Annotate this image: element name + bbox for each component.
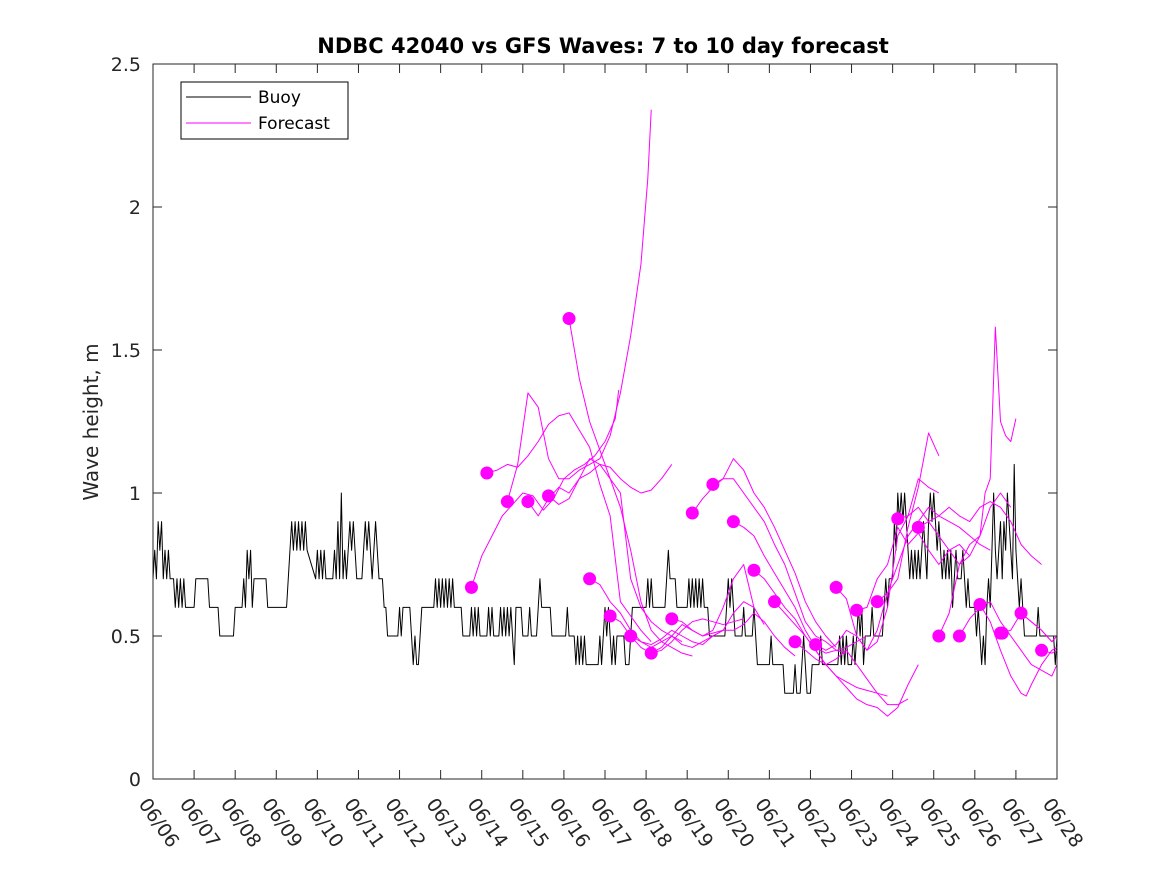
forecast-start-marker-8	[603, 609, 617, 623]
forecast-line-7	[589, 578, 724, 648]
x-tick-label: 06/17	[586, 794, 635, 851]
legend-box	[180, 81, 349, 140]
plot-area	[153, 64, 1057, 779]
forecast-start-marker-29	[1035, 643, 1049, 657]
y-tick-label: 0	[129, 769, 141, 791]
x-tick-label: 06/19	[668, 794, 717, 851]
forecast-line-14	[733, 521, 868, 654]
forecast-line-18	[815, 478, 940, 651]
x-tick-label: 06/28	[1038, 794, 1087, 851]
forecast-start-marker-22	[891, 512, 905, 526]
forecast-line-6	[568, 318, 693, 657]
x-tick-label: 06/18	[627, 794, 676, 851]
forecast-line-20	[856, 526, 971, 611]
forecast-start-marker-23	[911, 520, 925, 534]
forecast-line-24	[938, 326, 1017, 637]
y-tick-label: 0.5	[111, 626, 141, 648]
x-tick-label: 06/11	[339, 794, 388, 851]
forecast-start-marker-5	[542, 489, 555, 503]
y-axis-label: Wave height, m	[79, 343, 103, 500]
forecast-start-marker-1	[464, 580, 478, 594]
x-tick-label: 06/22	[791, 794, 840, 851]
buoy-series	[152, 463, 1058, 694]
forecast-start-marker-25	[952, 629, 966, 643]
x-tick-label: 06/15	[504, 794, 553, 851]
chart-title: NDBC 42040 vs GFS Waves: 7 to 10 day for…	[317, 34, 888, 58]
x-tick-label: 06/24	[874, 794, 923, 851]
forecast-start-marker-4	[521, 495, 535, 509]
forecast-line-13	[712, 478, 847, 654]
y-tick-label: 2	[129, 197, 141, 219]
x-tick-label: 06/14	[463, 794, 512, 851]
plot-background	[153, 64, 1057, 779]
forecast-start-marker-6	[562, 312, 576, 326]
forecast-start-marker-20	[850, 603, 864, 617]
x-tick-label: 06/27	[997, 794, 1046, 851]
forecast-series	[470, 109, 1058, 717]
forecast-line-21	[876, 506, 991, 603]
forecast-line-2	[486, 412, 652, 643]
forecast-start-marker-26	[973, 598, 987, 612]
forecast-line-16	[774, 601, 919, 717]
legend-entry-forecast: Forecast	[258, 114, 330, 134]
forecast-line-22	[897, 492, 1012, 565]
x-tick-label: 06/23	[832, 794, 881, 851]
x-tick-label: 06/25	[915, 794, 964, 851]
x-tick-label: 06/10	[298, 794, 347, 851]
legend[interactable]: Buoy Forecast	[180, 81, 349, 140]
x-tick-label: 06/06	[134, 794, 183, 851]
forecast-line-3	[506, 109, 652, 502]
forecast-line-17	[794, 641, 909, 706]
x-tick-label: 06/16	[545, 794, 594, 851]
forecast-start-marker-11	[665, 612, 679, 626]
forecast-line-25	[958, 601, 1058, 677]
legend-entry-buoy: Buoy	[258, 88, 301, 108]
forecast-start-marker-12	[685, 506, 699, 520]
y-tick-label: 1	[129, 483, 141, 505]
forecast-start-marker-18	[809, 638, 823, 652]
forecast-start-marker-15	[747, 563, 761, 577]
x-tick-label: 06/09	[257, 794, 306, 851]
y-tick-label: 1.5	[111, 340, 141, 362]
forecast-line-10	[650, 564, 765, 654]
forecast-start-marker-9	[624, 629, 638, 643]
y-tick-label: 2.5	[111, 54, 141, 76]
x-tick-label: 06/26	[956, 794, 1005, 851]
forecast-start-marker-19	[829, 580, 843, 594]
forecast-start-marker-16	[768, 595, 781, 609]
forecast-start-marker-2	[480, 466, 494, 480]
forecast-start-markers	[464, 312, 1049, 660]
forecast-line-5	[548, 458, 683, 643]
forecast-start-marker-21	[870, 595, 884, 609]
x-tick-label: 06/21	[750, 794, 799, 851]
x-tick-label: 06/13	[422, 794, 471, 851]
forecast-start-marker-14	[726, 515, 740, 529]
forecast-start-marker-3	[500, 495, 514, 509]
forecast-start-marker-24	[932, 629, 946, 643]
forecast-line-23	[918, 501, 1042, 565]
forecast-start-marker-10	[644, 646, 658, 660]
x-tick-label: 06/12	[380, 794, 429, 851]
x-tick-label: 06/20	[709, 794, 758, 851]
forecast-start-marker-13	[706, 477, 720, 491]
forecast-start-marker-30	[995, 626, 1009, 640]
forecast-line-9	[630, 601, 755, 646]
forecast-start-marker-7	[583, 572, 597, 586]
forecast-start-marker-28	[1014, 606, 1028, 620]
forecast-line-28	[1020, 612, 1058, 643]
x-tick-label: 06/07	[175, 794, 224, 851]
forecast-start-marker-17	[788, 635, 802, 649]
x-tick-label: 06/08	[216, 794, 265, 851]
forecast-line-11	[671, 612, 796, 657]
buoy-line	[152, 463, 1058, 694]
